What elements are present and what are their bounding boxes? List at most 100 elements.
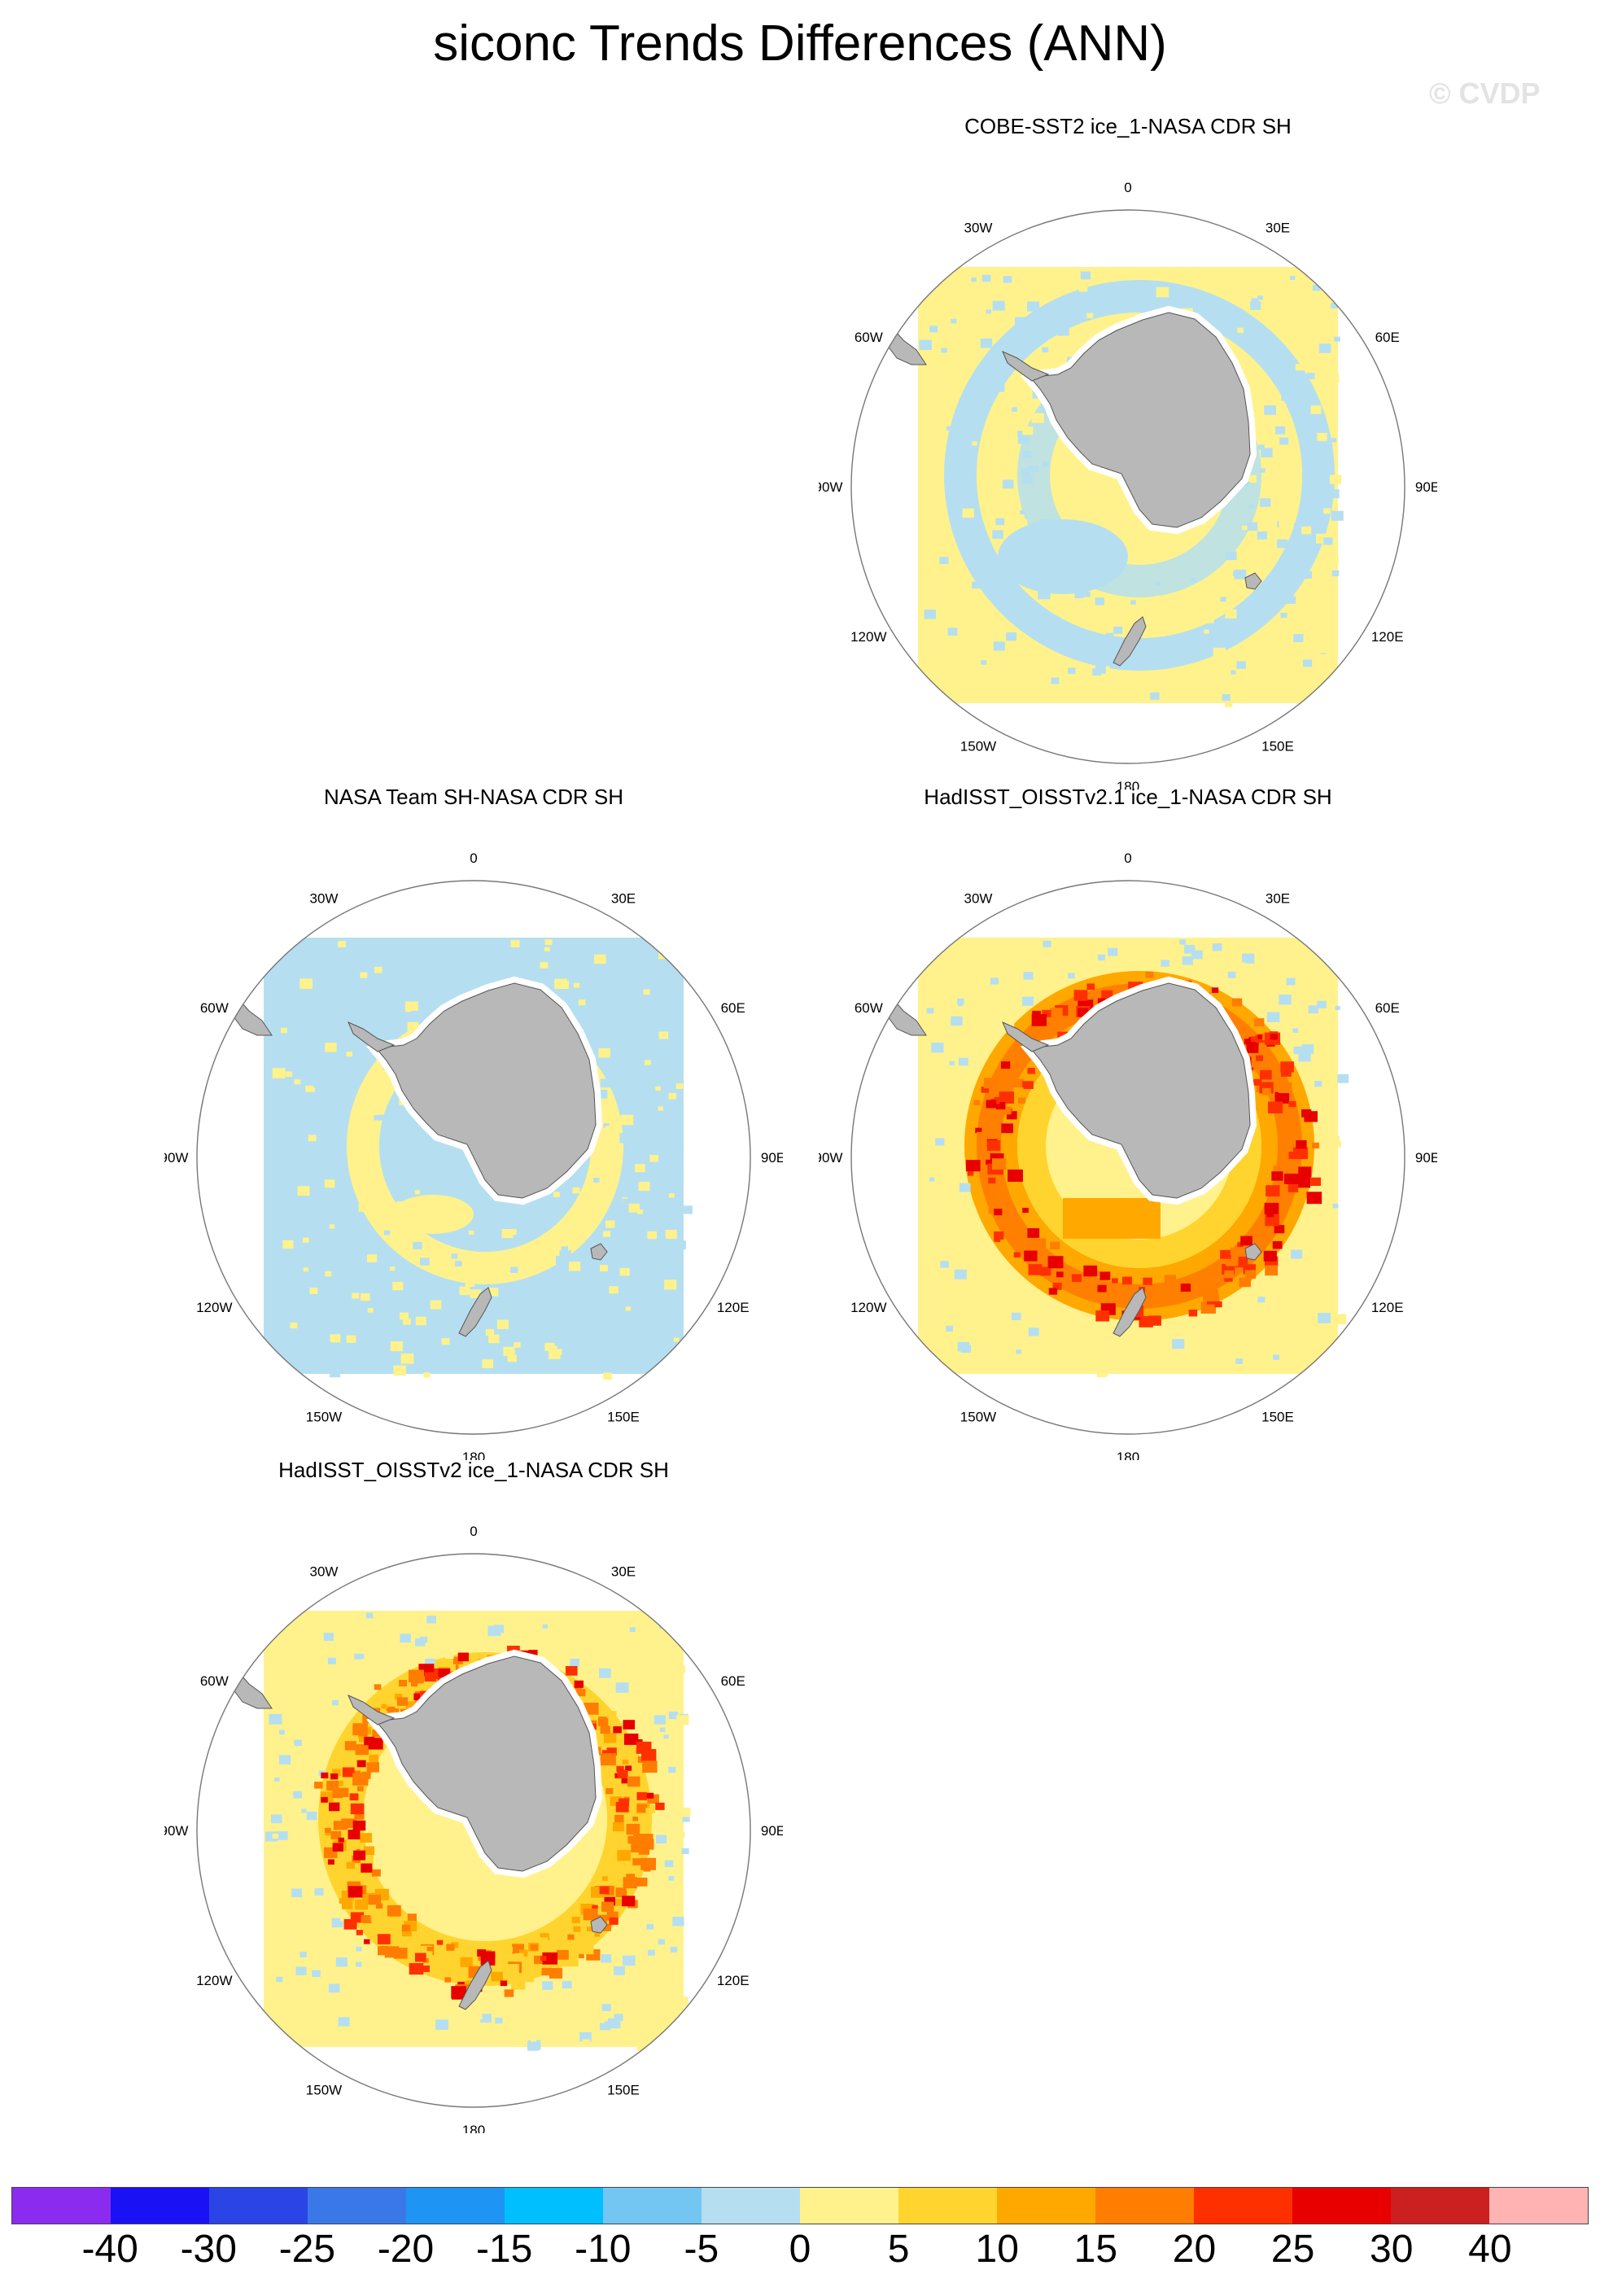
grid-cell	[971, 498, 978, 505]
longitude-label: 150E	[1261, 739, 1294, 754]
grid-cell	[1213, 965, 1222, 973]
grid-cell	[488, 1334, 500, 1344]
grid-cell	[650, 1215, 660, 1223]
grid-cell	[392, 1281, 404, 1291]
grid-cell	[273, 1041, 283, 1049]
grid-cell	[367, 1308, 374, 1313]
south-america-landmass	[867, 291, 927, 365]
grid-cell	[1014, 317, 1028, 328]
grid-cell	[1022, 1207, 1029, 1214]
south-america-landmass	[867, 961, 927, 1036]
grid-cell	[435, 1662, 448, 1673]
grid-cell	[617, 1769, 628, 1779]
grid-cell	[295, 1758, 302, 1765]
grid-cell	[405, 1704, 413, 1710]
grid-cell	[1286, 1174, 1299, 1184]
grid-cell	[293, 1791, 303, 1799]
grid-cell	[369, 1754, 379, 1763]
grid-cell	[507, 1354, 517, 1362]
grid-cell	[1180, 1284, 1191, 1292]
grid-cell	[321, 1796, 328, 1803]
grid-cell	[927, 1069, 933, 1075]
grid-cell	[510, 1978, 526, 1990]
grid-cell	[1286, 977, 1296, 986]
grid-cell	[625, 1715, 635, 1723]
grid-cell	[354, 1212, 362, 1219]
tasmania-landmass	[1244, 1243, 1262, 1261]
grid-cell	[1273, 1354, 1279, 1360]
longitude-label: 150W	[960, 1410, 996, 1425]
grid-cell	[1279, 437, 1289, 445]
grid-cell	[313, 958, 324, 967]
grid-cell	[495, 2017, 503, 2024]
grid-cell	[1224, 1270, 1235, 1279]
grid-cell	[1095, 1310, 1110, 1322]
grid-cell	[362, 1714, 374, 1724]
grid-cell	[603, 1123, 610, 1128]
grid-cell	[1277, 501, 1285, 507]
grid-cell	[622, 1955, 636, 1966]
grid-cell	[294, 1141, 307, 1152]
grid-cell	[1231, 998, 1243, 1007]
grid-cell	[1042, 1009, 1051, 1017]
grid-cell	[1264, 405, 1277, 415]
grid-cell	[1150, 692, 1160, 700]
new-zealand-landmass	[458, 1960, 492, 2010]
grid-cell	[416, 1625, 426, 1633]
grid-cell	[505, 1947, 514, 1953]
grid-cell	[307, 1906, 319, 1916]
grid-cell	[1111, 1278, 1118, 1284]
grid-cell	[654, 1715, 666, 1725]
grid-cell	[1182, 956, 1193, 965]
grid-cell	[1078, 637, 1085, 643]
grid-cell	[460, 1957, 473, 1967]
grid-cell	[554, 1349, 562, 1356]
grid-cell	[356, 1961, 362, 1967]
grid-cell	[391, 2013, 398, 2018]
polar-map-cobe: 0 30E 60E 90E 120E 150E 180 150W 120W 90W 60W 30W	[819, 180, 1437, 789]
panel-title: HadISST_OISSTv2.1 ice_1-NASA CDR SH	[924, 785, 1332, 809]
grid-cell	[343, 1918, 357, 1930]
grid-cell	[601, 1901, 614, 1912]
grid-cell	[600, 1078, 612, 1088]
grid-cell	[565, 1666, 578, 1676]
grid-cell	[642, 2029, 650, 2036]
grid-cell	[404, 1001, 418, 1012]
grid-cell	[1248, 504, 1255, 509]
grid-cell	[306, 1811, 317, 1821]
grid-cell	[1027, 1067, 1035, 1074]
grid-cell	[977, 1131, 987, 1140]
grid-cell	[528, 1650, 538, 1658]
grid-cell	[584, 1703, 599, 1715]
grid-cell	[994, 1231, 1004, 1240]
panel-title: NASA Team SH-NASA CDR SH	[324, 785, 623, 809]
longitude-label: 150E	[607, 1410, 640, 1425]
grid-cell	[986, 1140, 1001, 1152]
grid-cell	[342, 1767, 355, 1778]
grid-cell	[364, 1736, 375, 1746]
grid-cell	[572, 1187, 580, 1194]
antarctic-peninsula	[1002, 1021, 1050, 1052]
grid-cell	[313, 1933, 321, 1939]
grid-cell	[1052, 1282, 1062, 1290]
grid-cell	[1237, 629, 1247, 637]
grid-cell	[992, 300, 1005, 311]
grid-cell	[279, 1795, 291, 1805]
grid-cell	[921, 532, 935, 543]
grid-cell	[636, 2044, 645, 2051]
grid-cell	[413, 1241, 422, 1250]
grid-cell	[578, 999, 586, 1006]
colorbar-tick-label: -10	[575, 2228, 632, 2271]
longitude-label: 0	[470, 1524, 477, 1539]
grid-cell	[338, 2017, 350, 2027]
grid-cell	[1274, 1225, 1285, 1234]
grid-cell	[929, 1177, 935, 1182]
grid-cell	[354, 1811, 365, 1820]
grid-cell	[1296, 1139, 1307, 1149]
grid-cell	[1261, 448, 1273, 457]
grid-cell	[527, 1366, 536, 1373]
grid-cell	[544, 947, 550, 951]
grid-cell	[327, 1657, 336, 1664]
grid-cell	[361, 1863, 373, 1873]
grid-cell	[1071, 1274, 1082, 1283]
